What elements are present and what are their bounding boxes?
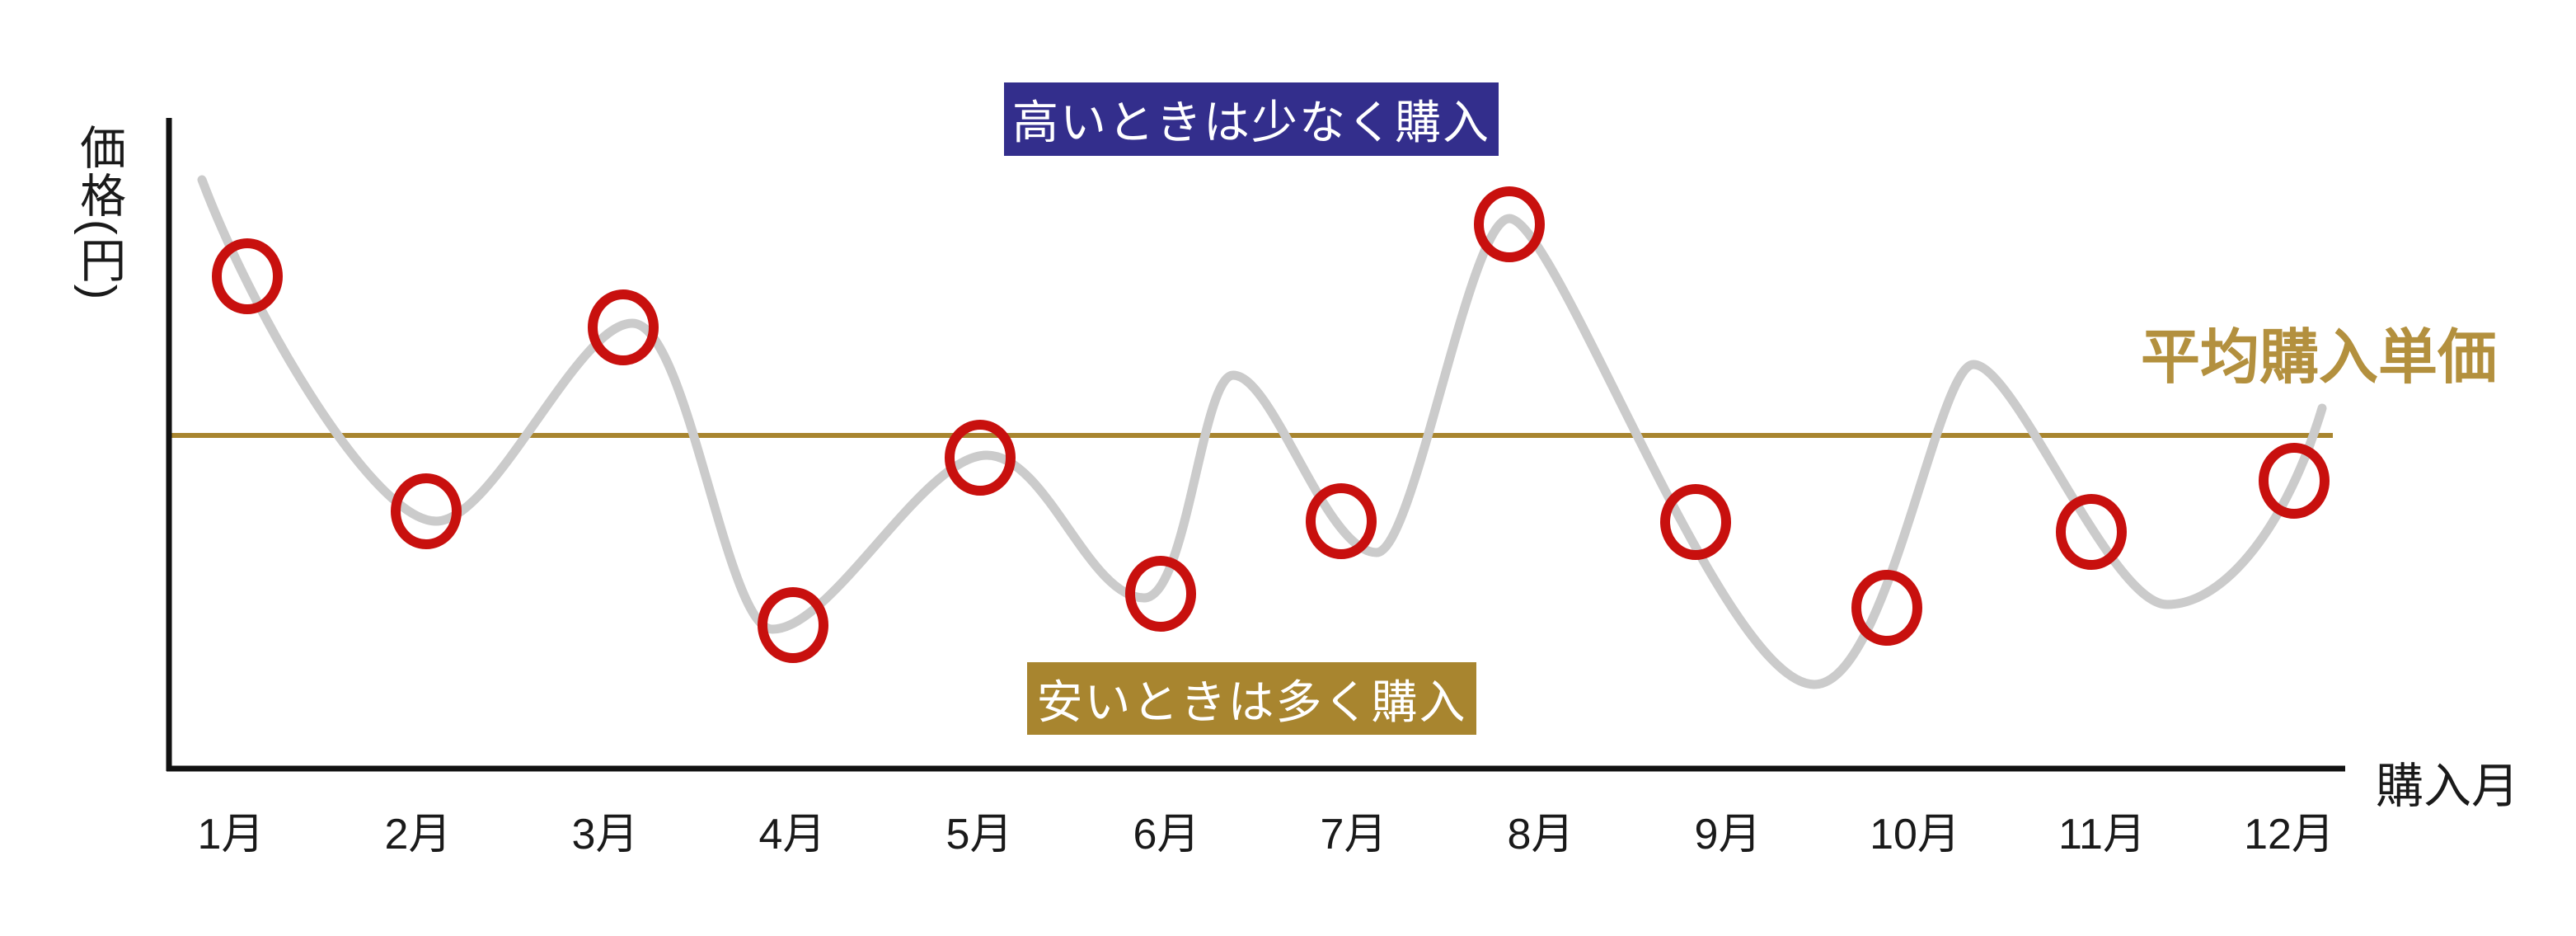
purchase-point-marker bbox=[1660, 484, 1731, 560]
purchase-point-marker bbox=[1125, 556, 1196, 632]
price-curve bbox=[197, 175, 2327, 689]
purchase-point-marker bbox=[945, 420, 1016, 496]
purchase-point-marker bbox=[212, 238, 283, 314]
y-axis-label: 価格(円) bbox=[73, 124, 126, 302]
purchase-point-marker bbox=[2259, 443, 2330, 519]
purchase-point-marker bbox=[1851, 570, 1922, 646]
annotation-buy-more-badge: 安いときは多く購入 bbox=[1027, 662, 1476, 735]
purchase-point-marker bbox=[2056, 494, 2127, 570]
annotation-buy-less-badge: 高いときは少なく購入 bbox=[1004, 82, 1499, 156]
purchase-point-marker bbox=[391, 473, 462, 549]
x-axis-label: 購入月 bbox=[2376, 760, 2520, 813]
purchase-point-marker bbox=[588, 289, 659, 365]
purchase-point-marker bbox=[758, 587, 828, 663]
purchase-point-marker bbox=[1306, 483, 1377, 559]
purchase-point-markers bbox=[212, 186, 2330, 663]
average-line-label: 平均購入単価 bbox=[2140, 325, 2497, 391]
purchase-point-marker bbox=[1474, 186, 1545, 262]
